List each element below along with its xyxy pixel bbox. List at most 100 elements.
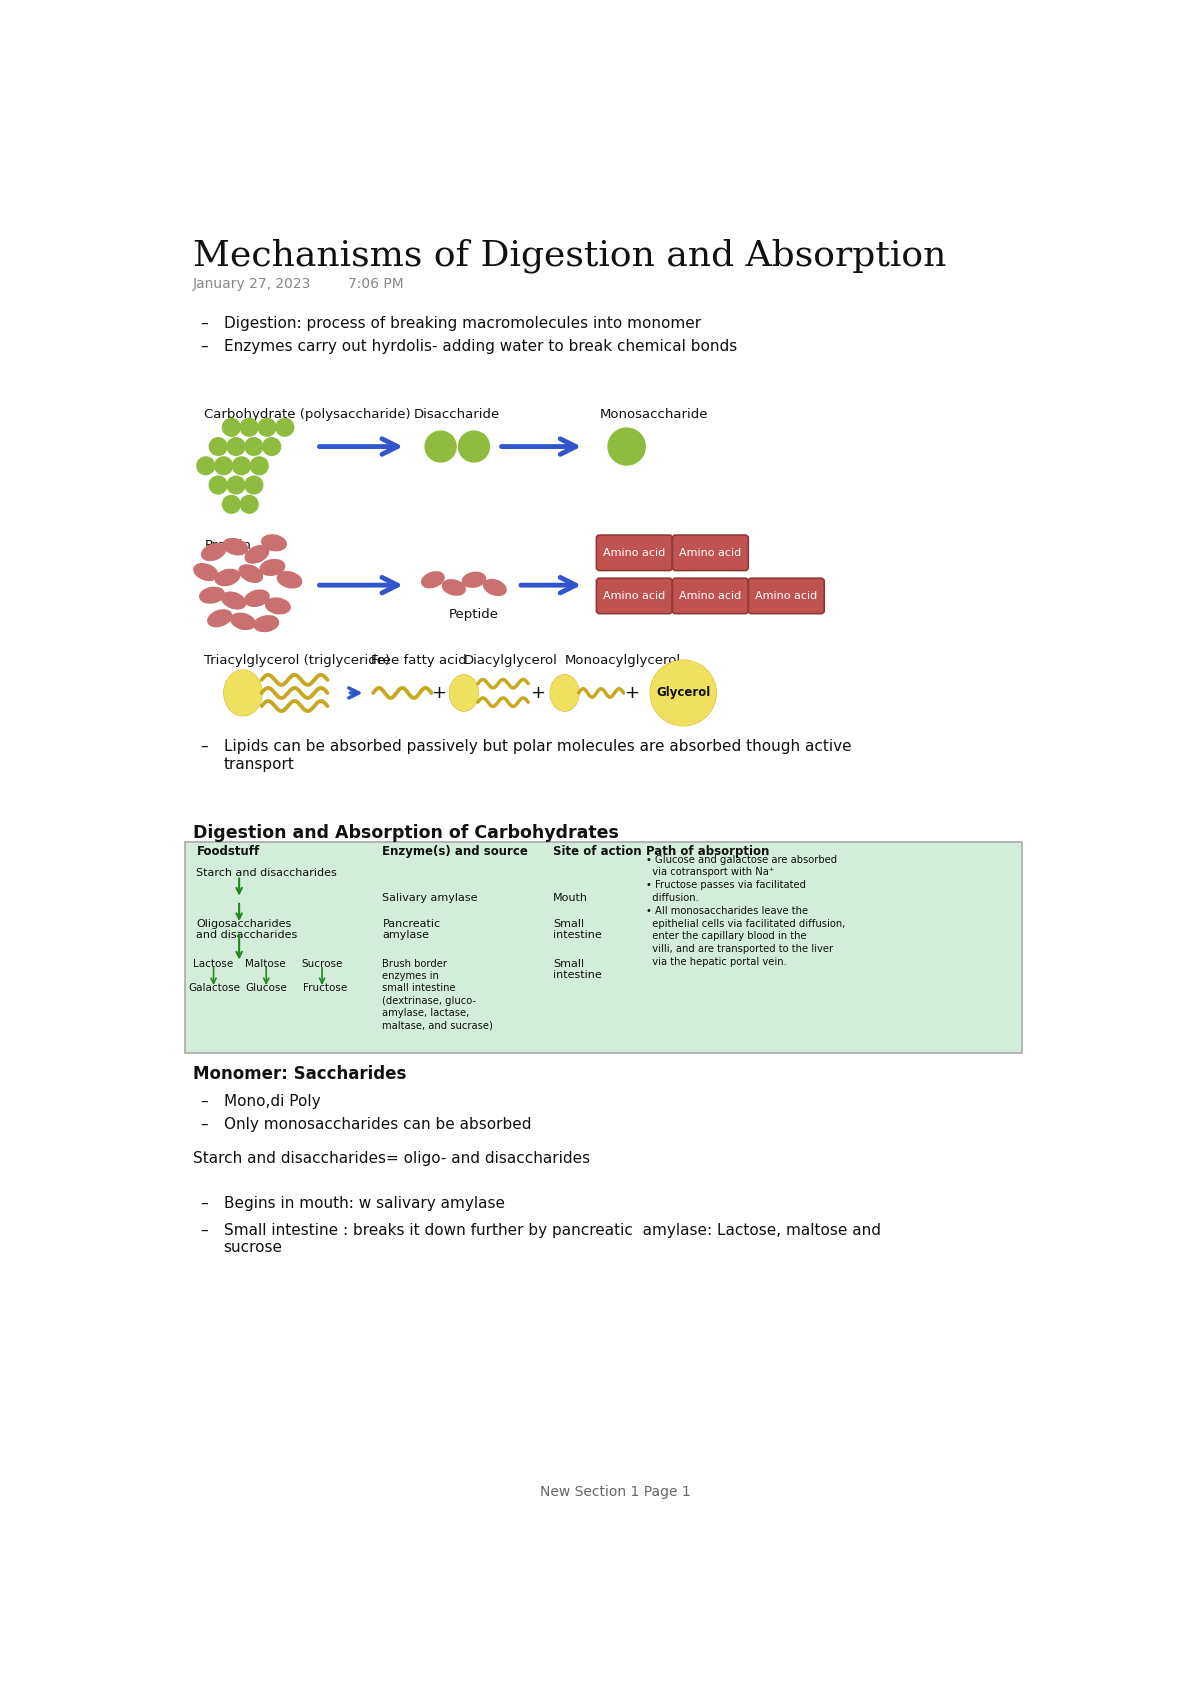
Circle shape — [222, 418, 240, 437]
FancyBboxPatch shape — [596, 536, 672, 571]
Ellipse shape — [254, 615, 278, 631]
Text: New Section 1 Page 1: New Section 1 Page 1 — [540, 1486, 690, 1499]
Circle shape — [458, 432, 490, 462]
Circle shape — [209, 437, 227, 456]
Ellipse shape — [222, 592, 246, 609]
Text: Only monosaccharides can be absorbed: Only monosaccharides can be absorbed — [223, 1117, 532, 1132]
Text: Amino acid: Amino acid — [604, 592, 666, 600]
Text: Triacylglycerol (triglyceride): Triacylglycerol (triglyceride) — [204, 654, 390, 668]
Ellipse shape — [462, 573, 486, 586]
Text: Salivary amylase: Salivary amylase — [383, 892, 478, 903]
Circle shape — [215, 457, 233, 474]
Ellipse shape — [194, 564, 217, 580]
Text: Sucrose: Sucrose — [301, 959, 342, 969]
Text: Enzymes carry out hyrdolis- adding water to break chemical bonds: Enzymes carry out hyrdolis- adding water… — [223, 338, 737, 354]
Text: Amino acid: Amino acid — [755, 592, 817, 600]
Ellipse shape — [265, 598, 290, 614]
Text: Carbohydrate (polysaccharide): Carbohydrate (polysaccharide) — [204, 408, 410, 422]
Text: Galactose: Galactose — [188, 983, 241, 993]
FancyBboxPatch shape — [672, 536, 749, 571]
Text: Peptide: Peptide — [449, 609, 498, 620]
Text: Small intestine : breaks it down further by pancreatic  amylase: Lactose, maltos: Small intestine : breaks it down further… — [223, 1222, 881, 1255]
Text: Diacylglycerol: Diacylglycerol — [464, 654, 558, 668]
Text: Glucose: Glucose — [245, 983, 287, 993]
Text: –: – — [200, 1222, 208, 1238]
Text: Small
intestine: Small intestine — [553, 959, 601, 981]
Text: Digestion: process of breaking macromolecules into monomer: Digestion: process of breaking macromole… — [223, 316, 701, 330]
Ellipse shape — [239, 564, 263, 583]
Circle shape — [650, 661, 715, 726]
Circle shape — [263, 437, 281, 456]
Ellipse shape — [421, 571, 444, 588]
Circle shape — [240, 495, 258, 513]
Text: Digestion and Absorption of Carbohydrates: Digestion and Absorption of Carbohydrate… — [193, 824, 618, 842]
Text: Brush border
enzymes in
small intestine
(dextrinase, gluco-
amylase, lactase,
ma: Brush border enzymes in small intestine … — [383, 959, 493, 1030]
Text: Small
intestine: Small intestine — [553, 918, 601, 940]
Ellipse shape — [484, 580, 506, 595]
Text: Amino acid: Amino acid — [604, 547, 666, 558]
Text: Amino acid: Amino acid — [679, 547, 742, 558]
Text: Lactose: Lactose — [193, 959, 233, 969]
Text: Enzyme(s) and source: Enzyme(s) and source — [383, 845, 528, 858]
Circle shape — [227, 476, 245, 495]
Text: –: – — [200, 1195, 208, 1210]
Circle shape — [227, 437, 245, 456]
Text: Monomer: Saccharides: Monomer: Saccharides — [193, 1064, 406, 1083]
Ellipse shape — [202, 544, 226, 561]
Ellipse shape — [277, 571, 301, 588]
Text: Oligosaccharides
and disaccharides: Oligosaccharides and disaccharides — [197, 918, 298, 940]
Text: Path of absorption: Path of absorption — [646, 845, 769, 858]
Text: Pancreatic
amylase: Pancreatic amylase — [383, 918, 440, 940]
Text: Begins in mouth: w salivary amylase: Begins in mouth: w salivary amylase — [223, 1195, 505, 1210]
Circle shape — [233, 457, 251, 474]
Circle shape — [276, 418, 294, 437]
Circle shape — [245, 476, 263, 495]
Text: January 27, 2023: January 27, 2023 — [193, 277, 311, 291]
Text: +: + — [530, 683, 545, 702]
Text: +: + — [624, 683, 640, 702]
Text: Foodstuff: Foodstuff — [197, 845, 259, 858]
Ellipse shape — [262, 536, 287, 551]
Text: Site of action: Site of action — [553, 845, 642, 858]
Text: 7:06 PM: 7:06 PM — [348, 277, 403, 291]
Circle shape — [258, 418, 276, 437]
Circle shape — [608, 428, 646, 466]
Text: –: – — [200, 740, 208, 755]
Circle shape — [425, 432, 456, 462]
Text: –: – — [200, 316, 208, 330]
Text: Starch and disaccharides= oligo- and disaccharides: Starch and disaccharides= oligo- and dis… — [193, 1151, 589, 1166]
FancyBboxPatch shape — [749, 578, 824, 614]
Ellipse shape — [450, 675, 478, 711]
Ellipse shape — [551, 675, 578, 711]
Circle shape — [240, 418, 258, 437]
Text: • Glucose and galactose are absorbed
  via cotransport with Na⁺
• Fructose passe: • Glucose and galactose are absorbed via… — [646, 855, 845, 967]
Text: Lipids can be absorbed passively but polar molecules are absorbed though active
: Lipids can be absorbed passively but pol… — [223, 740, 851, 772]
Text: Mouth: Mouth — [553, 892, 588, 903]
FancyBboxPatch shape — [672, 578, 749, 614]
Text: Starch and disaccharides: Starch and disaccharides — [197, 867, 337, 877]
Text: Protein: Protein — [204, 539, 251, 552]
Text: Free fatty acid: Free fatty acid — [371, 654, 467, 668]
Text: –: – — [200, 338, 208, 354]
Text: +: + — [431, 683, 446, 702]
Ellipse shape — [224, 670, 262, 716]
Text: Mechanisms of Digestion and Absorption: Mechanisms of Digestion and Absorption — [193, 238, 946, 274]
Text: Monoacylglycerol: Monoacylglycerol — [565, 654, 680, 668]
Text: –: – — [200, 1117, 208, 1132]
Ellipse shape — [215, 570, 240, 585]
FancyBboxPatch shape — [185, 842, 1022, 1054]
Circle shape — [222, 495, 240, 513]
Circle shape — [209, 476, 227, 495]
Circle shape — [197, 457, 215, 474]
FancyBboxPatch shape — [596, 578, 672, 614]
Ellipse shape — [223, 539, 247, 554]
Ellipse shape — [208, 610, 232, 627]
Circle shape — [245, 437, 263, 456]
Ellipse shape — [245, 590, 269, 607]
Text: Monosaccharide: Monosaccharide — [600, 408, 708, 422]
Ellipse shape — [199, 586, 224, 604]
Text: –: – — [200, 1095, 208, 1108]
Ellipse shape — [260, 559, 284, 575]
Text: Glycerol: Glycerol — [656, 687, 710, 699]
Text: +: + — [664, 576, 680, 595]
